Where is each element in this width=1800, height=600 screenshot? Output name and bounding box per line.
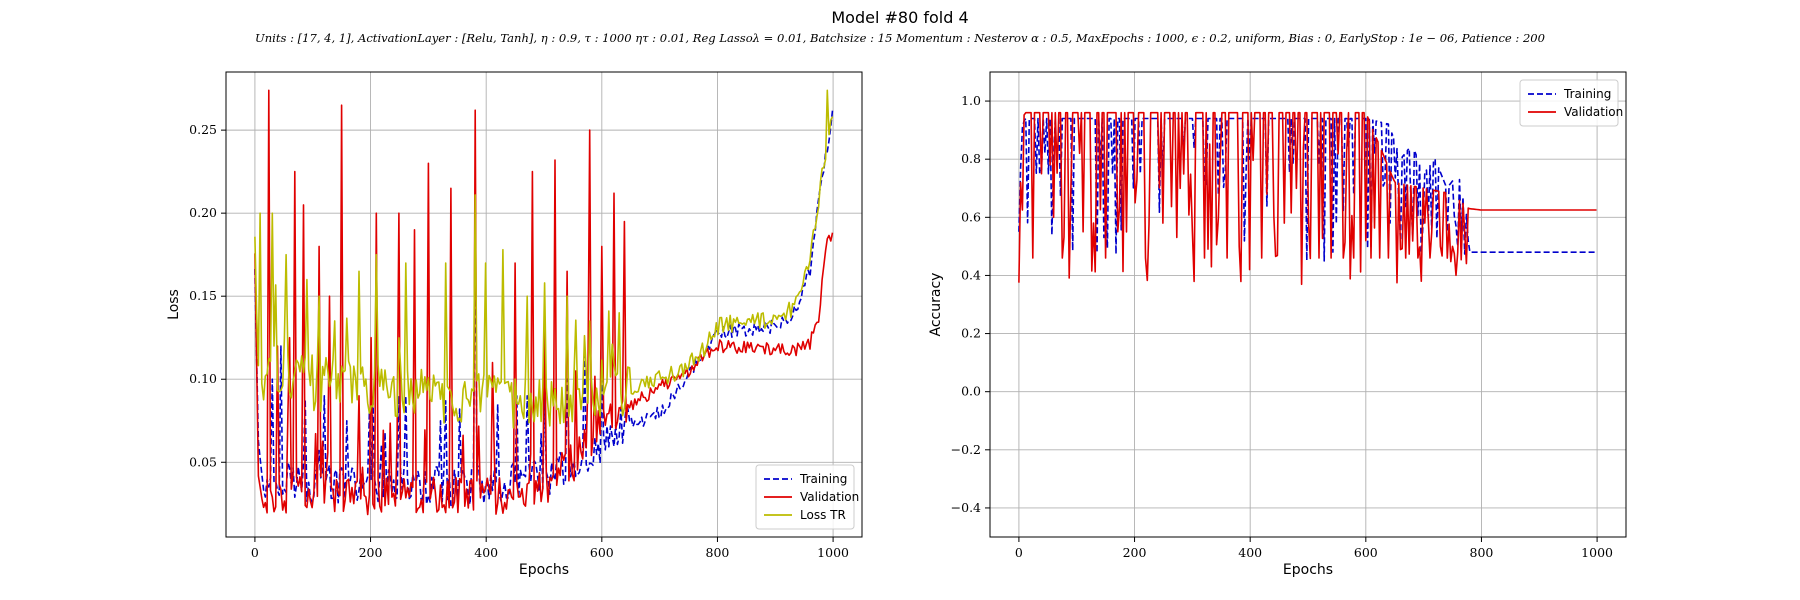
x-tick-label: 1000 [817,545,849,560]
y-tick-label: 0.20 [189,205,217,220]
y-tick-label: −0.2 [951,442,981,457]
y-tick-label: −0.4 [951,500,981,515]
figure-title: Model #80 fold 4 [831,8,968,27]
legend-label: Validation [1564,105,1623,119]
y-tick-label: 0.8 [961,151,981,166]
y-tick-label: 0.25 [189,122,217,137]
y-tick-label: 0.4 [961,267,981,282]
series-line-validation [254,89,834,516]
x-tick-label: 800 [706,545,730,560]
x-axis-label: Epochs [1283,562,1333,578]
x-tick-label: 0 [1015,545,1023,560]
y-tick-label: 0.15 [189,288,217,303]
x-tick-label: 200 [1123,545,1147,560]
y-tick-label: 0.0 [961,384,981,399]
y-tick-label: 1.0 [961,93,981,108]
legend-label: Loss TR [800,508,846,522]
series-line-validation [1018,111,1597,286]
y-tick-label: 0.10 [189,371,217,386]
series-line-training [1018,117,1597,262]
x-tick-label: 800 [1470,545,1494,560]
legend-label: Training [1563,87,1611,101]
loss-chart: 0 200 400 600 800 1000 0.05 0.10 0.15 0.20 0.25 Epo… [166,71,863,578]
x-tick-label: 0 [251,545,259,560]
legend: Training Validation [1519,79,1623,127]
x-tick-label: 600 [590,545,614,560]
x-tick-label: 200 [359,545,383,560]
legend-label: Validation [800,490,859,504]
figure-subtitle: Units : [17, 4, 1], ActivationLayer : [R… [255,32,1545,45]
legend-label: Training [799,472,847,486]
x-tick-label: 400 [1238,545,1262,560]
y-tick-label: 0.05 [189,454,217,469]
y-tick-label: 0.2 [961,326,981,341]
series-line-training [254,110,834,507]
y-axis-label: Loss [166,289,182,320]
x-tick-label: 600 [1354,545,1378,560]
legend: Training Validation Loss TR [755,464,859,530]
plot-frame [225,71,863,538]
plot-frame [989,71,1627,538]
accuracy-chart: 0 200 400 600 800 1000 −0.4 −0.2 0.0 0.2 0.4 0.6 0.8… [928,71,1627,578]
x-tick-label: 1000 [1581,545,1613,560]
x-tick-label: 400 [474,545,498,560]
legend-frame [755,464,855,530]
y-tick-label: 0.6 [961,209,981,224]
y-axis-label: Accuracy [928,273,944,337]
x-axis-label: Epochs [519,562,569,578]
legend-frame [1519,79,1619,127]
series-line-loss-tr [254,89,834,429]
